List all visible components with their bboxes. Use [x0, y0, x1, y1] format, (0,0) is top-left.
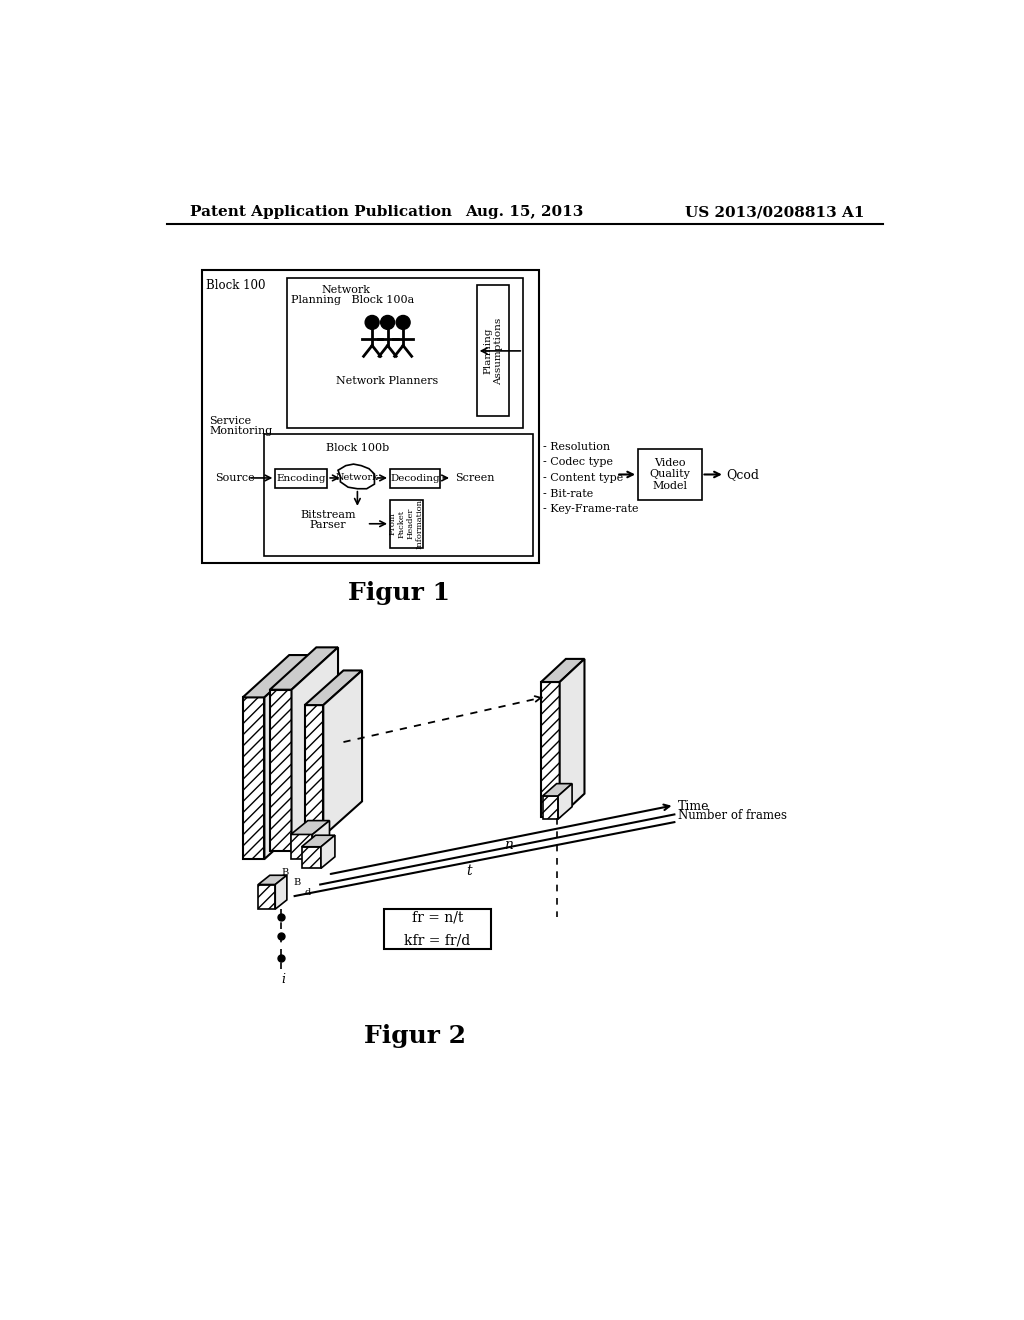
Polygon shape: [321, 836, 335, 869]
Circle shape: [381, 315, 394, 330]
Polygon shape: [292, 647, 338, 851]
Polygon shape: [302, 836, 335, 847]
Polygon shape: [258, 884, 275, 909]
Text: Screen: Screen: [455, 473, 495, 483]
Polygon shape: [275, 875, 287, 909]
Text: Time: Time: [678, 800, 710, 813]
Polygon shape: [243, 697, 264, 859]
Text: Network Planners: Network Planners: [337, 376, 438, 385]
Text: t: t: [466, 863, 472, 878]
Polygon shape: [543, 796, 558, 818]
FancyBboxPatch shape: [263, 434, 534, 556]
Polygon shape: [541, 659, 585, 682]
FancyBboxPatch shape: [477, 285, 509, 416]
Polygon shape: [264, 655, 311, 859]
Polygon shape: [302, 847, 321, 869]
FancyBboxPatch shape: [287, 277, 523, 428]
Text: Network: Network: [322, 285, 371, 296]
Polygon shape: [243, 655, 311, 697]
Polygon shape: [258, 875, 287, 884]
Text: i: i: [281, 973, 285, 986]
Polygon shape: [305, 671, 362, 705]
Text: Monitoring: Monitoring: [209, 425, 272, 436]
Polygon shape: [338, 465, 375, 488]
FancyBboxPatch shape: [638, 449, 701, 499]
Text: Block 100: Block 100: [206, 280, 265, 292]
FancyBboxPatch shape: [202, 271, 539, 562]
Text: Service: Service: [209, 416, 252, 426]
Text: US 2013/0208813 A1: US 2013/0208813 A1: [685, 206, 864, 219]
Text: Patent Application Publication: Patent Application Publication: [190, 206, 452, 219]
Polygon shape: [541, 682, 560, 817]
Polygon shape: [558, 784, 572, 818]
Text: Planning
Assumptions: Planning Assumptions: [483, 317, 503, 384]
Text: Bitstream: Bitstream: [300, 511, 355, 520]
FancyBboxPatch shape: [390, 499, 423, 548]
Polygon shape: [543, 784, 572, 796]
Text: Network: Network: [336, 474, 379, 482]
Circle shape: [366, 315, 379, 330]
Text: Encoding: Encoding: [276, 474, 326, 483]
Text: Source: Source: [215, 473, 254, 483]
Text: Block 100b: Block 100b: [326, 444, 389, 453]
Text: Figur 2: Figur 2: [364, 1024, 466, 1048]
Text: B: B: [281, 869, 288, 878]
FancyBboxPatch shape: [390, 470, 440, 488]
Text: Video
Quality
Model: Video Quality Model: [649, 458, 690, 491]
Text: Planning   Block 100a: Planning Block 100a: [291, 294, 414, 305]
FancyBboxPatch shape: [275, 470, 328, 488]
Polygon shape: [291, 821, 330, 834]
Polygon shape: [270, 647, 338, 689]
Text: Number of frames: Number of frames: [678, 809, 787, 822]
Text: Parser: Parser: [309, 520, 346, 529]
Polygon shape: [270, 689, 292, 851]
Text: B: B: [293, 878, 301, 887]
Polygon shape: [312, 821, 330, 859]
Polygon shape: [305, 705, 324, 836]
Polygon shape: [560, 659, 585, 817]
Polygon shape: [291, 834, 312, 859]
Text: From
Packet
Header
Information: From Packet Header Information: [388, 499, 424, 549]
Polygon shape: [324, 671, 362, 836]
FancyBboxPatch shape: [384, 909, 490, 949]
Text: fr = n/t
kfr = fr/d: fr = n/t kfr = fr/d: [404, 911, 470, 948]
Text: Aug. 15, 2013: Aug. 15, 2013: [466, 206, 584, 219]
Text: d: d: [305, 888, 311, 896]
Text: Qcod: Qcod: [726, 469, 760, 480]
Text: n: n: [504, 838, 513, 853]
Circle shape: [396, 315, 410, 330]
Text: Figur 1: Figur 1: [348, 581, 451, 606]
Text: Decoding: Decoding: [390, 474, 440, 483]
Text: - Resolution
- Codec type
- Content type
- Bit-rate
- Key-Frame-rate: - Resolution - Codec type - Content type…: [543, 442, 638, 515]
